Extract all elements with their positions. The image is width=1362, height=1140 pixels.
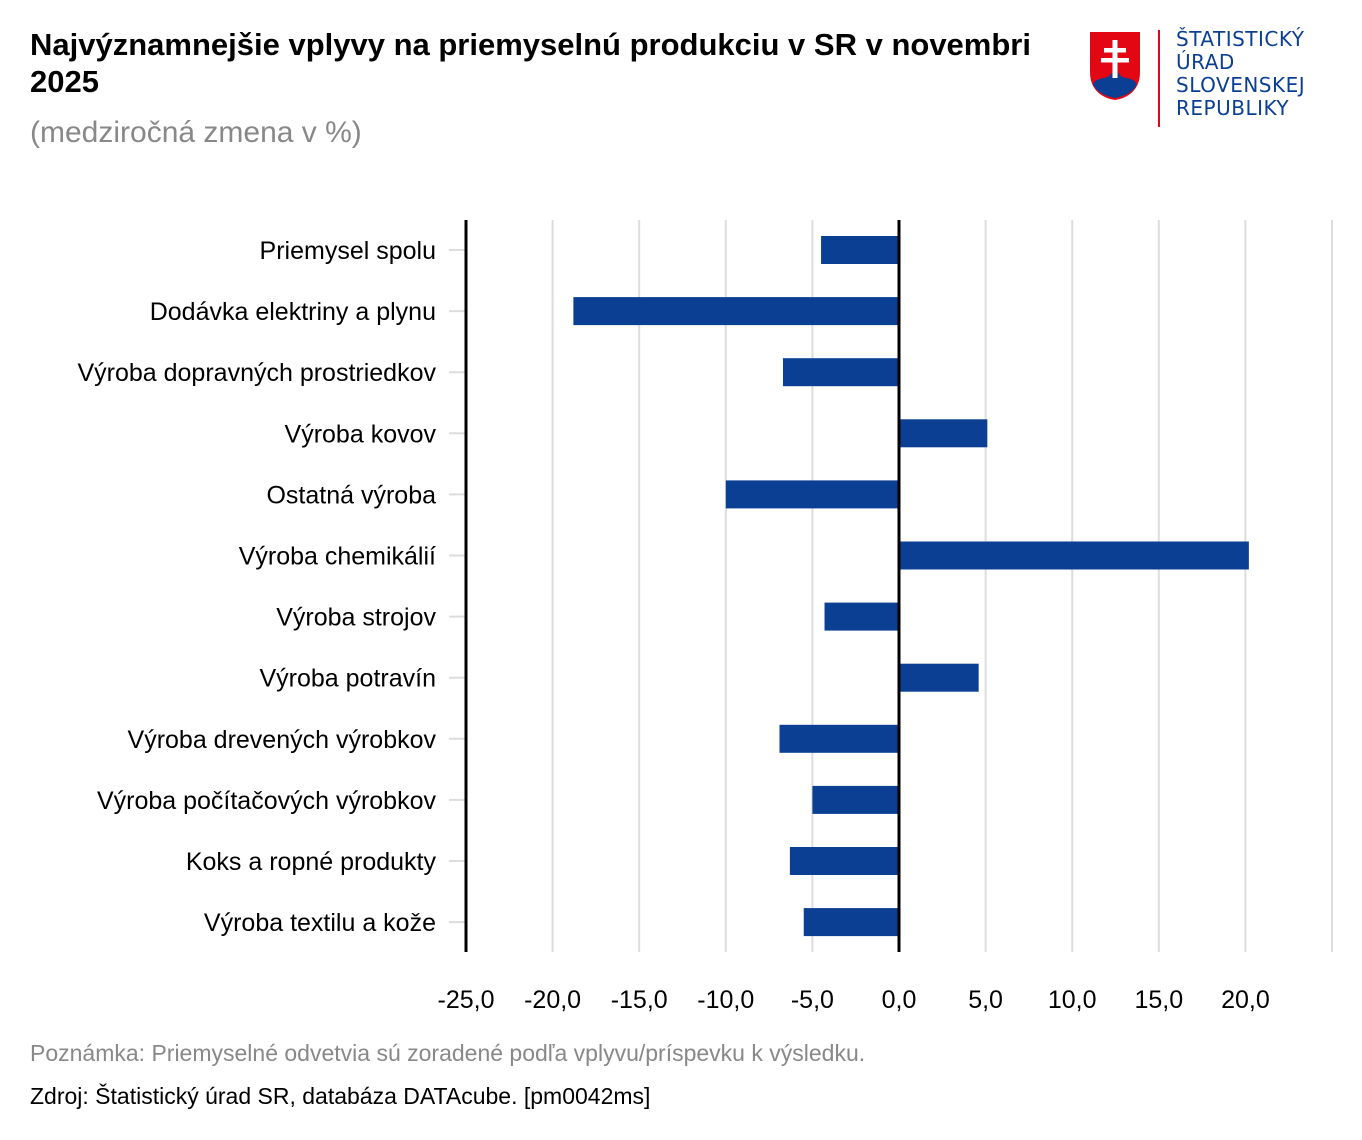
chart-note: Poznámka: Priemyselné odvetvia sú zorade… [30,1040,866,1066]
x-tick-labels: -25,0 -20,0 -15,0 -10,0 -5,0 0,0 5,0 10,0 15,0 20… [438,986,1270,1014]
chart-source: Zdroj: Štatistický úrad SR, databáza DAT… [30,1083,651,1109]
x-tick-label: -15,0 [611,986,668,1014]
bar [779,724,899,753]
x-tick-label: -5,0 [791,986,834,1014]
logo-line-3: SLOVENSKEJ [1176,73,1306,97]
x-tick-label: 5,0 [968,986,1003,1014]
bar [812,785,899,814]
x-tick-label: -25,0 [438,986,495,1014]
axes [464,220,901,952]
bar [803,908,899,937]
x-tick-label: 10,0 [1048,986,1097,1014]
category-label: Výroba dopravných prostriedkov [77,359,436,387]
category-label: Koks a ropné produkty [186,848,437,876]
bars [573,236,1249,937]
category-label: Výroba textilu a kože [204,909,436,937]
category-label: Výroba strojov [276,604,436,632]
logo-line-4: REPUBLIKY [1176,96,1290,120]
gridlines [449,220,1333,952]
x-tick-label: -10,0 [697,986,754,1014]
bar [899,541,1249,570]
x-tick-label: 15,0 [1134,986,1183,1014]
logo-divider [1158,30,1160,127]
bar [824,602,899,631]
bar [789,847,899,875]
bar [899,663,979,692]
bar [782,358,899,387]
chart-subtitle: (medziročná zmena v %) [30,116,362,149]
category-labels: Priemysel spolu Dodávka elektriny a plynu… [77,237,436,937]
x-tick-label: -20,0 [524,986,581,1014]
logo-line-1: ŠTATISTICKÝ [1176,27,1305,51]
bar [725,480,899,509]
bar-chart: Priemysel spolu Dodávka elektriny a plynu… [77,220,1333,1014]
category-label: Výroba potravín [260,665,437,693]
category-label: Priemysel spolu [260,237,436,265]
x-tick-label: 20,0 [1221,986,1270,1014]
category-label: Výroba počítačových výrobkov [97,787,437,815]
bar [573,297,899,326]
bar [899,419,988,448]
category-label: Ostatná výroba [266,481,436,509]
category-label: Výroba drevených výrobkov [128,726,437,754]
category-label: Dodávka elektriny a plynu [150,298,436,326]
logo-text: ŠTATISTICKÝ ÚRAD SLOVENSKEJ REPUBLIKY [1176,28,1305,120]
x-tick-label: 0,0 [882,986,917,1014]
bar [821,236,899,264]
logo-line-2: ÚRAD [1176,50,1235,74]
statistical-office-logo [1090,32,1140,100]
category-label: Výroba kovov [285,420,437,448]
chart-title: Najvýznamnejšie vplyvy na priemyselnú pr… [30,27,1031,100]
category-label: Výroba chemikálií [239,543,436,571]
